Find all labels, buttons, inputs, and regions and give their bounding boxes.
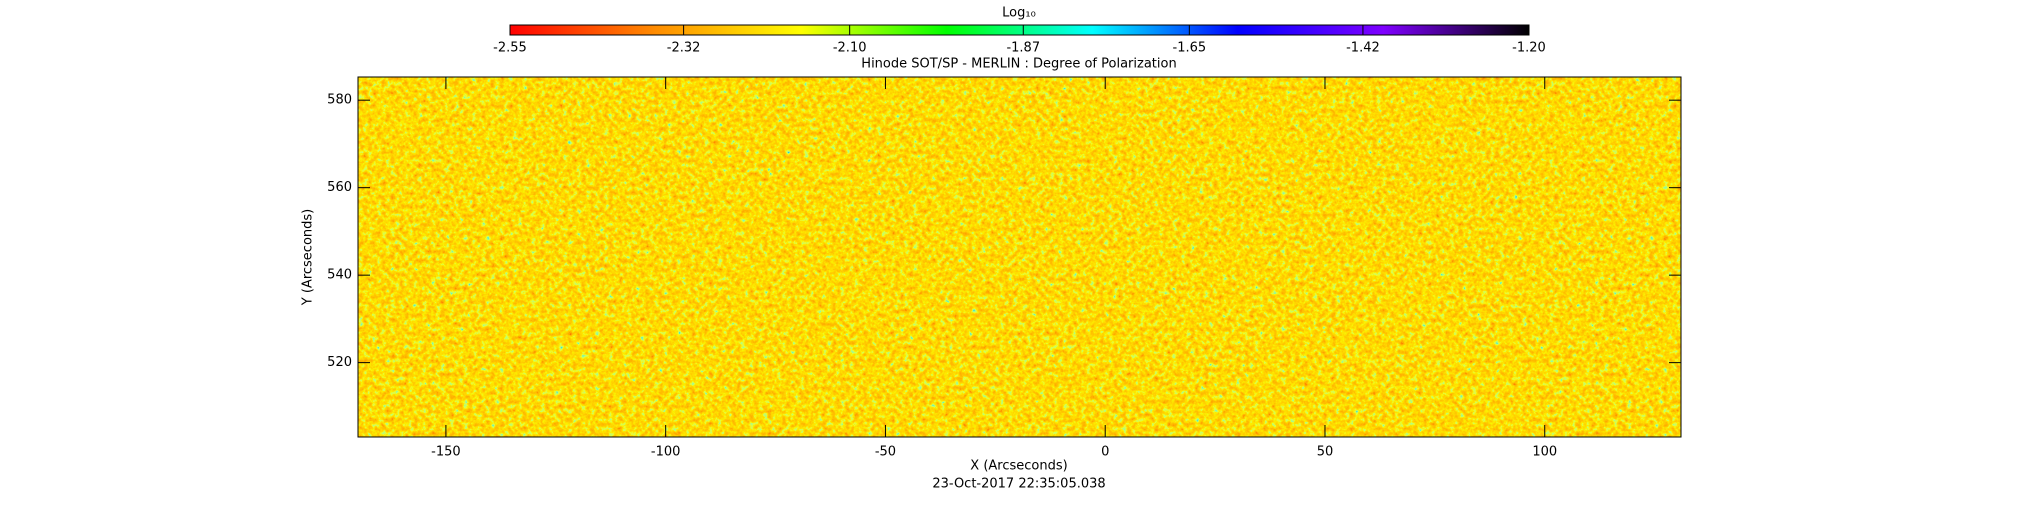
footer-date: 23-Oct-2017 22:35:05.038 [932,477,1105,492]
x-axis-label: X (Arcseconds) [970,459,1067,474]
chart-title: Hinode SOT/SP - MERLIN : Degree of Polar… [861,57,1176,72]
colorbar-tick-label: -1.42 [1346,41,1380,56]
colorbar-tick-label: -1.65 [1173,41,1207,56]
colorbar-tick-label: -2.55 [493,41,527,56]
x-tick-label: 100 [1532,445,1557,460]
x-tick-label: 50 [1317,445,1334,460]
x-tick-label: -150 [431,445,461,460]
polarization-image [358,77,1681,437]
y-tick-label: 560 [327,180,352,195]
plot-frame [357,76,1682,438]
x-tick-label: 0 [1101,445,1109,460]
colorbar-tick-label: -2.10 [833,41,867,56]
y-tick-label: 520 [327,355,352,370]
y-tick-label: 540 [327,268,352,283]
y-tick-label: 580 [327,93,352,108]
x-tick-label: -50 [875,445,896,460]
colorbar-tick-label: -1.20 [1512,41,1546,56]
colorbar-label: Log₁₀ [1002,6,1036,21]
y-axis-label: Y (Arcseconds) [301,209,316,306]
colorbar-tick-label: -1.87 [1006,41,1040,56]
colorbar [509,24,1530,36]
colorbar-tick-label: -2.32 [667,41,701,56]
x-tick-label: -100 [651,445,681,460]
